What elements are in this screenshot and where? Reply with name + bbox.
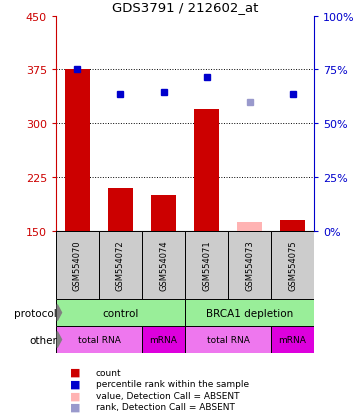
Bar [108,188,134,231]
Bar [56,326,142,353]
Text: rank, Detection Call = ABSENT: rank, Detection Call = ABSENT [96,402,235,411]
Title: GDS3791 / 212602_at: GDS3791 / 212602_at [112,1,258,14]
Text: GSM554070: GSM554070 [73,240,82,291]
Bar [56,231,99,299]
Bar [142,231,185,299]
Text: count: count [96,368,121,377]
Text: GSM554074: GSM554074 [159,240,168,291]
Text: GSM554071: GSM554071 [202,240,211,291]
Text: protocol: protocol [14,308,57,318]
Bar [237,223,262,231]
Text: mRNA: mRNA [149,335,178,344]
Text: BRCA1 depletion: BRCA1 depletion [206,308,293,318]
Text: ■: ■ [70,379,81,389]
Bar [271,231,314,299]
Bar [185,326,271,353]
Bar [185,231,228,299]
Text: GSM554075: GSM554075 [288,240,297,291]
Text: ■: ■ [70,390,81,400]
Text: control: control [102,308,139,318]
Text: mRNA: mRNA [279,335,306,344]
Bar [99,231,142,299]
Bar [228,231,271,299]
Polygon shape [57,305,61,321]
Text: ■: ■ [70,402,81,412]
Text: GSM554072: GSM554072 [116,240,125,291]
Bar [65,70,90,231]
Polygon shape [57,332,61,348]
Text: value, Detection Call = ABSENT: value, Detection Call = ABSENT [96,391,239,400]
Bar [185,299,314,326]
Bar [151,195,177,231]
Text: total RNA: total RNA [206,335,249,344]
Text: percentile rank within the sample: percentile rank within the sample [96,379,249,388]
Bar [271,326,314,353]
Bar [280,221,305,231]
Bar [56,299,185,326]
Text: GSM554073: GSM554073 [245,240,254,291]
Bar [193,109,219,231]
Text: total RNA: total RNA [78,335,121,344]
Text: other: other [29,335,57,345]
Bar [142,326,185,353]
Text: ■: ■ [70,367,81,377]
